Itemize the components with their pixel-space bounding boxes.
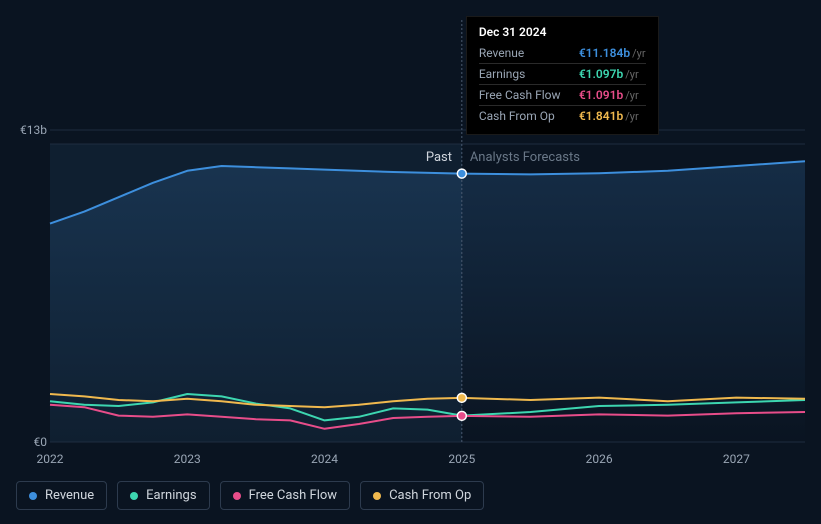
y-tick-label: €13b xyxy=(20,123,47,137)
tooltip-date: Dec 31 2024 xyxy=(479,25,646,39)
x-tick-label: 2022 xyxy=(37,452,64,466)
legend-dot-icon xyxy=(373,492,381,500)
tooltip-row-unit: /yr xyxy=(632,47,645,60)
legend: Revenue Earnings Free Cash Flow Cash From O… xyxy=(16,481,484,510)
tooltip-row-label: Cash From Op xyxy=(479,109,579,123)
x-tick-label: 2025 xyxy=(448,452,475,466)
legend-label: Earnings xyxy=(146,488,196,503)
tooltip-row-label: Free Cash Flow xyxy=(479,88,579,102)
tooltip-row-value: €1.841b xyxy=(579,109,623,123)
legend-dot-icon xyxy=(29,492,37,500)
legend-label: Cash From Op xyxy=(389,488,471,503)
chart-svg[interactable] xyxy=(16,0,805,460)
legend-item-free-cash-flow[interactable]: Free Cash Flow xyxy=(220,481,350,510)
tooltip-row: Earnings€1.097b /yr xyxy=(479,64,646,85)
past-section-label: Past xyxy=(426,150,452,165)
tooltip-row-value: €1.091b xyxy=(579,88,623,102)
x-tick-label: 2026 xyxy=(586,452,613,466)
legend-dot-icon xyxy=(130,492,138,500)
chart-tooltip: Dec 31 2024 Revenue€11.184b /yrEarnings€… xyxy=(466,16,659,135)
cfo-marker[interactable] xyxy=(457,393,466,402)
legend-dot-icon xyxy=(233,492,241,500)
x-tick-label: 2027 xyxy=(723,452,750,466)
legend-label: Free Cash Flow xyxy=(249,488,337,503)
tooltip-row-label: Revenue xyxy=(479,46,579,60)
tooltip-row-unit: /yr xyxy=(625,110,638,123)
fcf-marker[interactable] xyxy=(457,411,466,420)
legend-item-cash-from-op[interactable]: Cash From Op xyxy=(360,481,484,510)
x-tick-label: 2024 xyxy=(311,452,338,466)
legend-label: Revenue xyxy=(45,488,94,503)
legend-item-earnings[interactable]: Earnings xyxy=(117,481,209,510)
y-tick-label: €0 xyxy=(34,435,48,449)
legend-item-revenue[interactable]: Revenue xyxy=(16,481,107,510)
tooltip-row-unit: /yr xyxy=(625,89,638,102)
tooltip-row: Cash From Op€1.841b /yr xyxy=(479,106,646,126)
tooltip-row-label: Earnings xyxy=(479,67,579,81)
tooltip-row-value: €1.097b xyxy=(579,67,623,81)
forecast-section-label: Analysts Forecasts xyxy=(470,150,580,165)
tooltip-row: Revenue€11.184b /yr xyxy=(479,43,646,64)
x-tick-label: 2023 xyxy=(174,452,201,466)
revenue-marker[interactable] xyxy=(457,169,466,178)
chart-container: €0€13b 202220232024202520262027 Past Ana… xyxy=(16,0,805,460)
tooltip-row: Free Cash Flow€1.091b /yr xyxy=(479,85,646,106)
tooltip-row-unit: /yr xyxy=(625,68,638,81)
tooltip-row-value: €11.184b xyxy=(579,46,630,60)
